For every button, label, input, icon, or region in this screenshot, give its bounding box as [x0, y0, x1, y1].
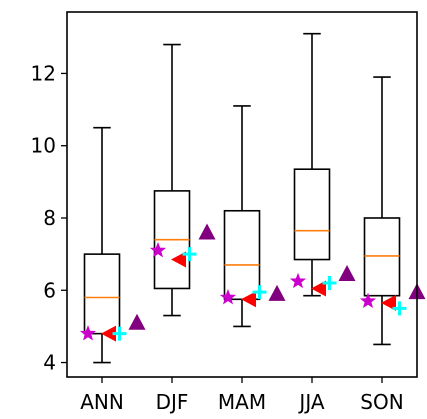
- box-ann: [83, 126, 121, 364]
- box-series: [83, 32, 401, 364]
- box-son: [363, 76, 401, 346]
- iqr-box-mam: [223, 209, 261, 301]
- y-tick-label-8: 8: [43, 206, 56, 230]
- plus-marker-djf: [182, 247, 197, 262]
- iqr-box-son: [363, 217, 401, 297]
- iqr-box-jja: [293, 168, 331, 261]
- y-tick-label-12: 12: [31, 61, 56, 85]
- star-marker-djf: [149, 242, 167, 258]
- star-marker-ann: [79, 325, 97, 341]
- plus-marker-jja: [322, 276, 337, 291]
- iqr-box-ann: [83, 253, 121, 335]
- triangle-left-marker-son: [381, 294, 396, 311]
- star-marker-series: [79, 242, 377, 341]
- plus-marker-series: [112, 247, 407, 341]
- plus-marker-son: [392, 301, 407, 316]
- x-tick-label-jja: JJA: [297, 390, 324, 414]
- box-mam: [223, 105, 261, 328]
- y-tick-label-6: 6: [43, 278, 56, 302]
- star-marker-mam: [219, 289, 237, 305]
- marker-series: [79, 223, 426, 342]
- plot-frame: [66, 11, 418, 378]
- x-axis-ticks: ANN DJF MAM JJA SON: [80, 377, 404, 414]
- box-jja: [293, 32, 331, 297]
- triangle-up-marker-mam: [268, 284, 286, 301]
- star-marker-son: [359, 292, 377, 308]
- triangle-left-marker-djf: [171, 251, 186, 268]
- triangle-left-marker-series: [101, 251, 396, 342]
- x-tick-label-son: SON: [360, 390, 403, 414]
- y-tick-label-10: 10: [31, 134, 56, 158]
- triangle-left-marker-ann: [101, 325, 116, 342]
- triangle-up-marker-ann: [128, 313, 146, 330]
- y-tick-label-4: 4: [43, 351, 56, 375]
- x-tick-label-djf: DJF: [156, 390, 189, 414]
- x-tick-label-ann: ANN: [80, 390, 124, 414]
- triangle-up-marker-jja: [338, 265, 356, 282]
- triangle-left-marker-mam: [241, 291, 256, 308]
- plus-marker-mam: [252, 285, 267, 300]
- plus-marker-ann: [112, 326, 127, 341]
- triangle-left-marker-jja: [311, 280, 326, 297]
- y-axis-ticks: 4 6 8 10 12: [31, 61, 67, 375]
- star-marker-jja: [289, 272, 307, 289]
- triangle-up-marker-djf: [198, 223, 216, 240]
- box-djf: [153, 43, 191, 317]
- x-tick-label-mam: MAM: [218, 390, 266, 414]
